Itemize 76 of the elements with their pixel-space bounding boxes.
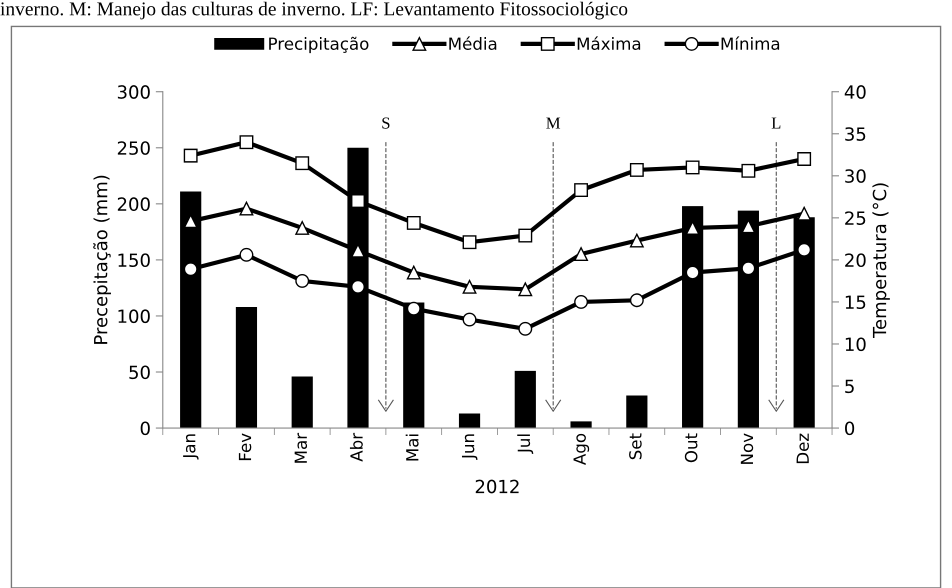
legend-label: Máxima: [578, 36, 640, 50]
x-axis-title: 2012: [476, 480, 519, 494]
y-tick-label: 0: [140, 422, 150, 436]
point: [686, 266, 700, 280]
y2-tick-label: 25: [845, 211, 866, 225]
y-tick-label: 300: [118, 85, 150, 99]
y2-tick-label: 10: [846, 337, 866, 352]
point: [518, 282, 532, 296]
point: [518, 228, 532, 242]
y-tick-label: 200: [118, 197, 150, 211]
point: [184, 262, 198, 276]
point: [406, 302, 421, 316]
bar: [626, 396, 648, 428]
point: [797, 242, 812, 257]
point: [797, 152, 812, 166]
point: [630, 293, 644, 308]
y2-axis-title: Temperatura (°C): [872, 183, 890, 338]
point: [351, 194, 365, 208]
y2-tick-label: 30: [845, 169, 866, 183]
point: [797, 206, 812, 221]
x-tick-label: Mar: [294, 432, 308, 463]
annotation: M: [546, 118, 560, 129]
annotation: S: [382, 118, 390, 129]
y-tick-label: 100: [118, 309, 150, 324]
point: [741, 261, 756, 276]
y2-tick-label: 40: [844, 85, 866, 99]
y2-tick-label: 0: [845, 422, 854, 436]
x-tick-label: Jun: [462, 434, 478, 460]
y2-tick-label: 15: [846, 296, 866, 310]
x-tick-label: Out: [684, 433, 698, 462]
point: [462, 280, 476, 294]
point: [351, 280, 365, 294]
x-tick-label: Jul: [517, 434, 534, 454]
point: [518, 322, 532, 336]
point: [574, 294, 588, 309]
bar: [236, 306, 258, 428]
x-tick-label: Ago: [574, 434, 590, 465]
point: [240, 248, 254, 262]
x-tick-label: Set: [629, 433, 642, 460]
x-tick-label: Nov: [740, 433, 754, 464]
y-tick-label: 150: [118, 253, 150, 268]
y2-tick-label: 20: [845, 253, 866, 268]
point: [184, 148, 198, 163]
point: [406, 216, 421, 230]
point: [406, 266, 421, 280]
point: [295, 221, 310, 235]
point: [630, 162, 644, 177]
y-tick-label: 250: [118, 141, 150, 155]
x-tick-label: Dez: [796, 434, 809, 464]
x-tick-label: Mai: [406, 434, 419, 461]
point: [574, 183, 588, 198]
point: [295, 274, 310, 288]
y2-tick-label: 35: [845, 127, 866, 141]
point: [574, 247, 588, 261]
point: [240, 135, 254, 150]
x-tick-label: Abr: [350, 432, 363, 462]
point: [741, 164, 756, 178]
x-tick-label: Jan: [183, 434, 199, 460]
bar: [514, 370, 536, 428]
text: inverno. M: Manejo das culturas de inverno. LF: Levantamento Fitossociológico: [0, 2, 628, 20]
point: [462, 235, 476, 250]
point: [240, 202, 254, 216]
legend-label: Precipitação: [269, 36, 368, 54]
y-tick-label: 50: [129, 365, 150, 380]
legend-label: Mínima: [722, 36, 780, 50]
legend-label: Média: [449, 36, 496, 50]
point: [295, 156, 310, 170]
point: [686, 160, 700, 174]
annotation: L: [772, 118, 780, 129]
point: [462, 312, 476, 327]
bar: [458, 413, 480, 428]
x-tick-label: Fev: [238, 433, 252, 460]
y2-tick-label: 5: [845, 380, 854, 394]
point: [630, 234, 644, 248]
y-axis-title: Precepitação (mm): [93, 176, 111, 344]
bar: [292, 376, 313, 428]
